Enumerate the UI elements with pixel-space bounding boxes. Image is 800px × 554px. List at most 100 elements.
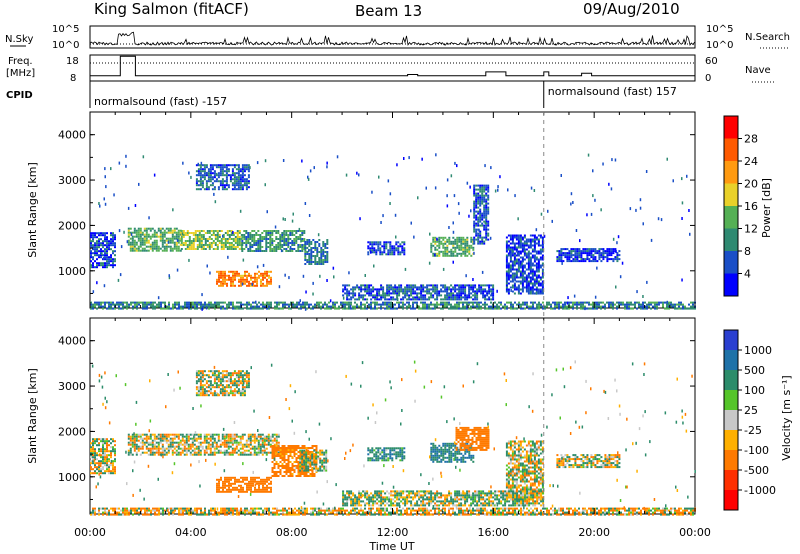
heatmap-cell	[154, 307, 156, 310]
heatmap-cell	[486, 303, 488, 306]
heatmap-cell	[436, 290, 439, 293]
heatmap-cell	[130, 301, 132, 304]
heatmap-cell	[200, 248, 203, 250]
heatmap-cell	[275, 230, 278, 232]
heatmap-cell	[648, 301, 650, 304]
heatmap-cell	[240, 282, 242, 285]
heatmap-cell	[110, 305, 112, 308]
heatmap-cell	[517, 280, 520, 283]
heatmap-cell	[326, 161, 328, 165]
heatmap-cell	[464, 284, 467, 287]
heatmap-cell	[692, 307, 694, 310]
heatmap-cell	[252, 490, 254, 493]
heatmap-cell	[314, 247, 317, 249]
heatmap-cell	[137, 227, 140, 230]
heatmap-cell	[302, 274, 305, 278]
heatmap-cell	[192, 246, 195, 248]
heatmap-cell	[479, 240, 482, 243]
heatmap-cell	[504, 303, 506, 306]
heatmap-cell	[185, 439, 188, 442]
heatmap-cell	[477, 216, 480, 219]
heatmap-cell	[220, 242, 223, 244]
heatmap-cell	[529, 290, 532, 293]
heatmap-cell	[310, 247, 313, 249]
heatmap-cell	[304, 255, 307, 257]
heatmap-cell	[626, 303, 628, 306]
heatmap-cell	[572, 307, 574, 310]
heatmap-cell	[218, 301, 220, 304]
heatmap-cell	[482, 303, 484, 306]
heatmap-cell	[247, 174, 250, 177]
heatmap-cell	[586, 258, 589, 261]
heatmap-cell	[326, 247, 329, 249]
heatmap-cell	[155, 241, 158, 244]
heatmap-cell	[157, 451, 160, 454]
heatmap-cell	[264, 478, 266, 481]
heatmap-cell	[257, 244, 260, 246]
heatmap-cell	[216, 240, 219, 242]
heatmap-cell	[525, 248, 528, 251]
heatmap-cell	[230, 282, 232, 285]
heatmap-cell	[263, 437, 266, 440]
heatmap-cell	[598, 250, 601, 253]
heatmap-cell	[612, 237, 615, 241]
heatmap-cell	[225, 170, 228, 173]
heatmap-cell	[173, 241, 176, 244]
heatmap-cell	[539, 236, 542, 239]
heatmap-cell	[153, 447, 156, 450]
heatmap-cell	[236, 301, 238, 304]
heatmap-cell	[481, 198, 484, 201]
heatmap-cell	[527, 284, 530, 287]
heatmap-cell	[210, 230, 213, 232]
heatmap-cell	[640, 305, 642, 308]
heatmap-cell	[106, 246, 108, 249]
heatmap-cell	[129, 447, 132, 450]
heatmap-cell	[432, 252, 435, 255]
heatmap-cell	[187, 435, 190, 438]
heatmap-cell	[143, 437, 146, 440]
heatmap-cell	[354, 294, 357, 297]
heatmap-cell	[238, 244, 241, 246]
heatmap-cell	[253, 447, 256, 450]
heatmap-cell	[370, 294, 373, 297]
heatmap-cell	[112, 250, 114, 253]
heatmap-cell	[346, 288, 349, 291]
heatmap-cell	[394, 213, 397, 217]
heatmap-cell	[262, 484, 264, 487]
heatmap-cell	[241, 435, 244, 438]
heatmap-cell	[247, 240, 250, 242]
heatmap-cell	[228, 238, 231, 240]
heatmap-cell	[566, 248, 569, 251]
heatmap-cell	[277, 453, 280, 455]
heatmap-cell	[181, 451, 184, 454]
heatmap-cell	[234, 476, 236, 479]
heatmap-cell	[277, 449, 280, 451]
heatmap-cell	[440, 303, 442, 306]
heatmap-cell	[266, 476, 268, 479]
heatmap-cell	[436, 296, 439, 299]
heatmap-cell	[248, 303, 250, 306]
heatmap-cell	[240, 303, 242, 306]
heatmap-cell	[263, 441, 266, 444]
heatmap-cell	[276, 301, 278, 304]
heatmap-cell	[261, 445, 264, 448]
heatmap-cell	[356, 298, 359, 301]
heatmap-cell	[137, 433, 140, 436]
heatmap-cell	[416, 298, 419, 301]
heatmap-cell	[460, 298, 463, 301]
heatmap-cell	[477, 196, 480, 199]
heatmap-cell	[537, 266, 540, 269]
heatmap-cell	[584, 258, 587, 261]
heatmap-cell	[433, 303, 436, 307]
heatmap-cell	[104, 254, 106, 257]
heatmap-cell	[408, 303, 410, 306]
heatmap-cell	[509, 250, 511, 254]
heatmap-cell	[236, 244, 239, 246]
heatmap-cell	[519, 274, 522, 277]
heatmap-cell	[287, 475, 290, 477]
heatmap-cell	[356, 284, 359, 287]
heatmap-cell	[153, 247, 156, 250]
heatmap-cell	[596, 250, 599, 253]
heatmap-cell	[250, 307, 252, 310]
heatmap-cell	[171, 233, 174, 236]
